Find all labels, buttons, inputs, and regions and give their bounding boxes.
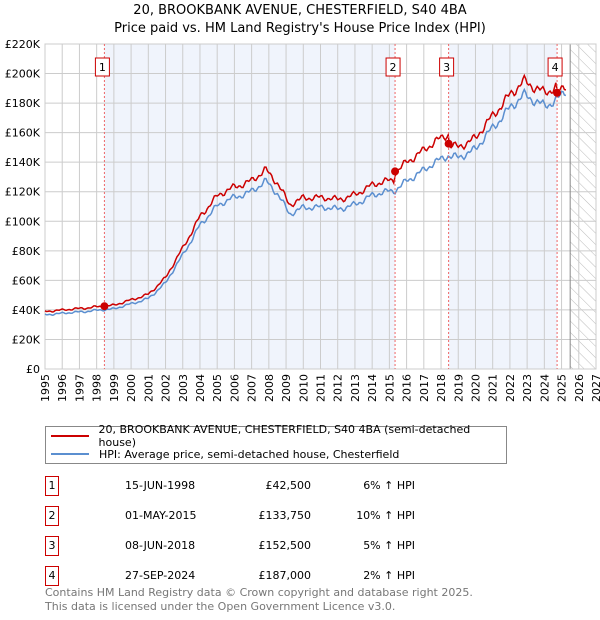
sale-label-box — [547, 57, 563, 77]
x-tick-label: 1995 — [39, 374, 52, 402]
sale-date: 15-JUN-1998 — [125, 479, 196, 492]
sale-row: 3 08-JUN-2018 £152,500 5% ↑ HPI — [45, 536, 445, 556]
sale-label: 2 — [390, 61, 397, 74]
plot-border — [44, 43, 597, 370]
sale-hpi-diff: 5% ↑ HPI — [363, 539, 415, 552]
legend-label-price: 20, BROOKBANK AVENUE, CHESTERFIELD, S40 … — [98, 423, 471, 449]
plot-area: 1995 1996 1997 1998 1999 2000 2001 2002 2003 2004… — [5, 38, 600, 402]
x-tick-label: 1998 — [91, 374, 104, 402]
x-tick-label: 2022 — [504, 374, 517, 402]
sale-price: £133,750 — [258, 509, 312, 522]
x-tick-label: 2016 — [401, 374, 414, 402]
y-tick-label: £180K — [5, 97, 41, 110]
y-tick-label: £80K — [12, 245, 41, 258]
y-tick-label: £0 — [26, 363, 40, 376]
x-tick-label: 2027 — [590, 374, 600, 402]
sale-point — [391, 167, 400, 176]
sale-hpi-diff: 10% ↑ HPI — [356, 509, 415, 522]
x-tick-label: 2003 — [177, 374, 190, 402]
x-tick-label: 2006 — [228, 374, 241, 402]
x-tick-label: 2004 — [194, 374, 207, 402]
sale-number: 4 — [45, 566, 59, 586]
sale-number: 2 — [45, 506, 59, 526]
y-tick-label: £60K — [12, 274, 41, 287]
x-tick-label: 2007 — [246, 374, 259, 402]
chart-title: 20, BROOKBANK AVENUE, CHESTERFIELD, S40 … — [133, 3, 467, 18]
sale-point — [100, 302, 109, 311]
footer-line-1: Contains HM Land Registry data © Crown c… — [45, 586, 473, 599]
x-tick-label: 2008 — [263, 374, 276, 402]
y-tick-label: £40K — [12, 304, 41, 317]
x-tick-label: 2000 — [125, 374, 138, 402]
sale-row: 1 15-JUN-1998 £42,500 6% ↑ HPI — [45, 476, 445, 496]
sale-label-box — [385, 57, 401, 77]
sale-label-box — [439, 57, 455, 77]
x-tick-label: 2010 — [297, 374, 310, 402]
sale-date: 27-SEP-2024 — [125, 569, 196, 582]
y-tick-label: £20K — [12, 333, 41, 346]
sale-hpi-diff: 2% ↑ HPI — [363, 569, 415, 582]
hpi-line — [44, 87, 567, 316]
x-tick-label: 2021 — [487, 374, 500, 402]
x-tick-label: 2019 — [452, 374, 465, 402]
x-tick-label: 2026 — [573, 374, 586, 402]
sale-label-box — [94, 57, 110, 77]
sale-price: £152,500 — [258, 539, 312, 552]
sale-row: 2 01-MAY-2015 £133,750 10% ↑ HPI — [45, 506, 445, 526]
sale-label: 4 — [552, 61, 559, 74]
x-tick-label: 2012 — [332, 374, 345, 402]
x-tick-label: 1997 — [73, 374, 86, 402]
x-tick-label: 2024 — [538, 374, 551, 402]
sale-point — [553, 88, 562, 97]
x-tick-label: 2025 — [556, 374, 569, 402]
sale-label: 1 — [99, 61, 106, 74]
legend: 20, BROOKBANK AVENUE, CHESTERFIELD, S40 … — [45, 423, 507, 464]
x-tick-label: 2009 — [280, 374, 293, 402]
y-tick-label: £100K — [5, 215, 41, 228]
sale-price: £187,000 — [258, 569, 312, 582]
x-tick-label: 2023 — [521, 374, 534, 402]
x-tick-label: 2020 — [469, 374, 482, 402]
y-tick-label: £160K — [5, 127, 41, 140]
chart-subtitle: Price paid vs. HM Land Registry's House … — [114, 21, 486, 36]
sale-price: £42,500 — [265, 479, 312, 492]
y-tick-label: £200K — [5, 68, 41, 81]
sale-date: 01-MAY-2015 — [125, 509, 197, 522]
x-tick-label: 1996 — [56, 374, 69, 402]
sale-number: 1 — [45, 476, 59, 496]
legend-swatch-price — [51, 435, 89, 437]
x-tick-label: 2005 — [211, 374, 224, 402]
x-tick-label: 2015 — [383, 374, 396, 402]
price-paid-line — [44, 73, 567, 313]
shade-band — [448, 44, 558, 369]
sale-number: 3 — [45, 536, 59, 556]
sale-hpi-diff: 6% ↑ HPI — [363, 479, 415, 492]
x-tick-label: 2002 — [160, 374, 173, 402]
sale-label: 3 — [443, 61, 450, 74]
x-tick-label: 2001 — [142, 374, 155, 402]
legend-swatch-hpi — [51, 453, 89, 455]
forecast-hatch — [570, 44, 596, 369]
x-tick-label: 2013 — [349, 374, 362, 402]
y-tick-label: £140K — [5, 156, 41, 169]
x-tick-label: 2014 — [366, 374, 379, 402]
x-tick-label: 2018 — [435, 374, 448, 402]
legend-label-hpi: HPI: Average price, semi-detached house,… — [99, 447, 400, 461]
x-tick-label: 2011 — [315, 374, 328, 402]
sale-row: 4 27-SEP-2024 £187,000 2% ↑ HPI — [45, 566, 445, 586]
y-tick-label: £220K — [5, 38, 41, 51]
sale-point — [444, 139, 453, 148]
footer-line-2: This data is licensed under the Open Gov… — [45, 600, 396, 613]
x-tick-label: 1999 — [108, 374, 121, 402]
x-tick-label: 2017 — [418, 374, 431, 402]
y-tick-label: £120K — [5, 186, 41, 199]
sale-date: 08-JUN-2018 — [125, 539, 196, 552]
